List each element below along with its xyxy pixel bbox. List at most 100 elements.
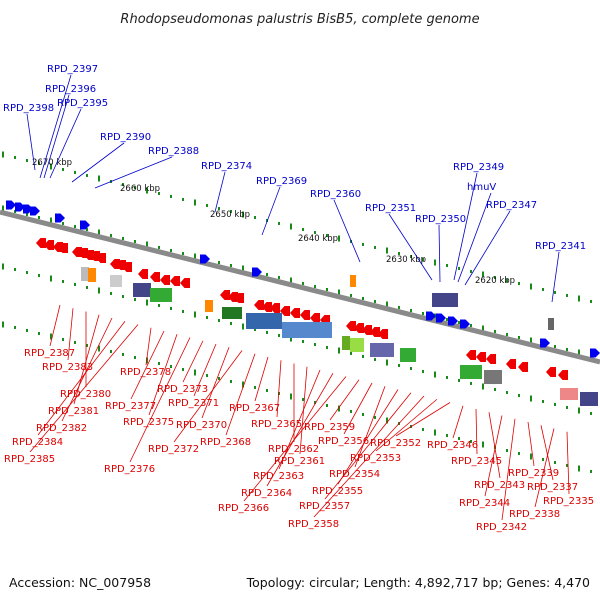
track-tick bbox=[122, 295, 124, 298]
homology-block bbox=[560, 388, 578, 400]
track-tick bbox=[422, 428, 424, 431]
track-tick bbox=[194, 311, 196, 318]
track-tick bbox=[170, 365, 172, 368]
track-tick bbox=[566, 406, 568, 409]
track-tick bbox=[362, 413, 364, 416]
track-tick bbox=[518, 394, 520, 397]
track-tick bbox=[470, 324, 472, 327]
track-tick bbox=[158, 192, 160, 195]
reverse-leader-line bbox=[225, 353, 256, 436]
track-tick bbox=[278, 334, 280, 337]
track-tick bbox=[458, 321, 460, 324]
track-tick bbox=[2, 263, 4, 270]
track-tick bbox=[50, 217, 52, 224]
reverse-gene-arrow bbox=[96, 253, 106, 263]
forward-gene-arrow bbox=[426, 311, 436, 321]
track-tick bbox=[74, 225, 76, 228]
track-tick bbox=[110, 350, 112, 353]
reverse-gene-arrow bbox=[362, 325, 372, 335]
reverse-leader-line bbox=[343, 382, 373, 435]
reverse-gene-label: RPD_2362 bbox=[268, 444, 319, 455]
reverse-gene-label: RPD_2356 bbox=[318, 436, 369, 447]
forward-leader-line bbox=[457, 192, 492, 283]
reverse-gene-arrow bbox=[150, 272, 160, 282]
reverse-gene-arrow bbox=[506, 359, 516, 369]
forward-leader-line bbox=[261, 186, 281, 236]
reverse-gene-arrow bbox=[370, 327, 380, 337]
track-tick bbox=[314, 285, 316, 288]
reverse-leader-line bbox=[145, 327, 152, 366]
reverse-gene-label: RPD_2361 bbox=[274, 456, 325, 467]
reverse-gene-arrow bbox=[558, 370, 568, 380]
homology-block bbox=[370, 343, 394, 357]
track-tick bbox=[26, 271, 28, 274]
track-tick bbox=[230, 380, 232, 383]
reverse-leader-line bbox=[278, 369, 321, 470]
forward-leader-line bbox=[214, 171, 226, 213]
track-tick bbox=[14, 156, 16, 159]
reverse-gene-label: RPD_2338 bbox=[509, 509, 560, 520]
track-tick bbox=[482, 271, 484, 278]
track-tick bbox=[146, 299, 148, 306]
forward-gene-label: RPD_2395 bbox=[57, 98, 108, 109]
track-tick bbox=[530, 453, 532, 460]
homology-block bbox=[110, 275, 122, 287]
track-tick bbox=[350, 410, 352, 413]
forward-gene-label: RPD_2349 bbox=[453, 162, 504, 173]
track-tick bbox=[218, 207, 220, 210]
reverse-gene-arrow bbox=[122, 262, 132, 272]
reverse-gene-label: RPD_2378 bbox=[120, 367, 171, 378]
reverse-leader-line bbox=[243, 376, 347, 502]
forward-leader-line bbox=[333, 199, 361, 263]
reverse-leader-line bbox=[67, 308, 74, 361]
track-tick bbox=[86, 174, 88, 177]
reverse-leader-line bbox=[129, 337, 191, 463]
track-tick bbox=[386, 359, 388, 366]
track-tick bbox=[434, 259, 436, 266]
reverse-gene-arrow bbox=[160, 275, 170, 285]
homology-block bbox=[246, 313, 282, 329]
reverse-leader-line bbox=[452, 405, 464, 439]
track-tick bbox=[494, 388, 496, 391]
track-tick bbox=[230, 264, 232, 267]
forward-leader-line bbox=[464, 210, 511, 286]
reverse-gene-label: RPD_2364 bbox=[241, 488, 292, 499]
reverse-gene-label: RPD_2363 bbox=[253, 471, 304, 482]
reverse-gene-arrow bbox=[300, 310, 310, 320]
track-tick bbox=[302, 228, 304, 231]
track-tick bbox=[422, 258, 424, 261]
track-tick bbox=[14, 268, 16, 271]
reverse-gene-arrow bbox=[138, 269, 148, 279]
track-tick bbox=[446, 434, 448, 437]
reverse-gene-arrow bbox=[486, 354, 496, 364]
reverse-gene-label: RPD_2343 bbox=[474, 480, 525, 491]
track-tick bbox=[182, 310, 184, 313]
reverse-leader-line bbox=[276, 360, 282, 418]
forward-leader-line bbox=[438, 224, 441, 283]
reverse-gene-arrow bbox=[44, 240, 54, 250]
forward-gene-label: RPD_2350 bbox=[415, 214, 466, 225]
track-tick bbox=[158, 362, 160, 365]
track-tick bbox=[326, 346, 328, 349]
reverse-gene-label: RPD_2345 bbox=[451, 456, 502, 467]
forward-gene-label: RPD_2360 bbox=[310, 189, 361, 200]
track-tick bbox=[410, 367, 412, 370]
reverse-gene-arrow bbox=[262, 302, 272, 312]
track-tick bbox=[62, 222, 64, 225]
track-tick bbox=[362, 355, 364, 358]
forward-gene-label: RPD_2390 bbox=[100, 132, 151, 143]
track-tick bbox=[482, 325, 484, 332]
reverse-leader-line bbox=[534, 428, 555, 508]
track-tick bbox=[362, 243, 364, 246]
track-tick bbox=[242, 211, 244, 218]
track-tick bbox=[578, 295, 580, 302]
track-tick bbox=[566, 294, 568, 297]
reverse-gene-label: RPD_2370 bbox=[176, 420, 227, 431]
track-tick bbox=[134, 186, 136, 189]
track-tick bbox=[38, 216, 40, 219]
reverse-leader-line bbox=[130, 330, 165, 400]
track-tick bbox=[254, 216, 256, 219]
forward-gene-label: RPD_2347 bbox=[486, 200, 537, 211]
reverse-gene-label: RPD_2385 bbox=[4, 454, 55, 465]
